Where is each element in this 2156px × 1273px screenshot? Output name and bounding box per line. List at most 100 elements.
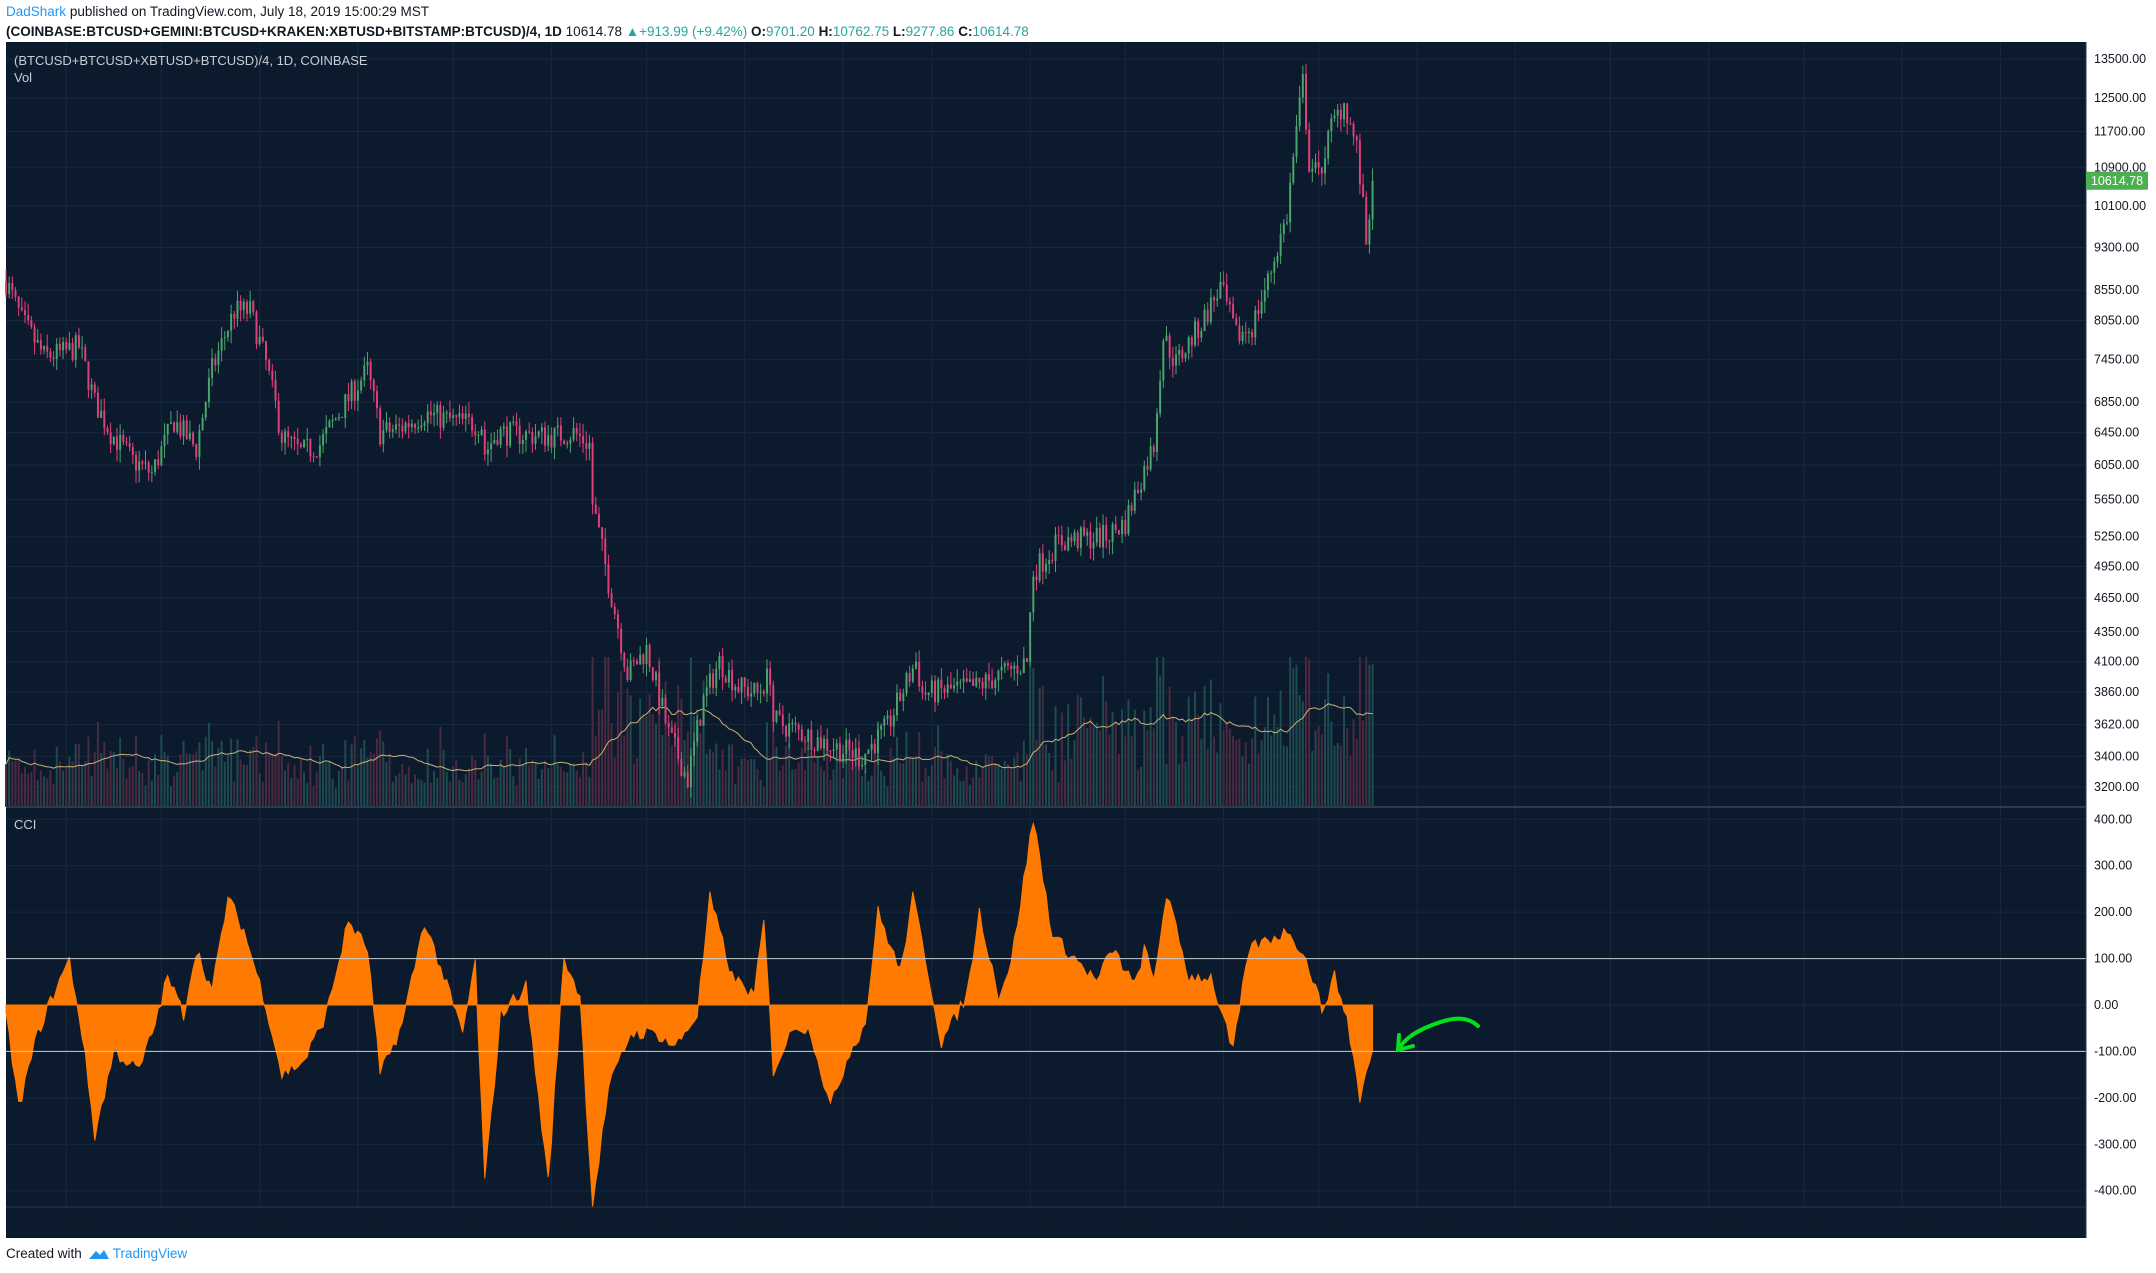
volume-bar: [1232, 735, 1235, 807]
candle-body: [1187, 337, 1190, 354]
time-tick-label: Oct: [1617, 1217, 1637, 1231]
candle-body: [169, 422, 172, 424]
chart-canvas[interactable]: 13500.00 12500.00 11700.00 10900.00 10100.00…: [0, 0, 2156, 1240]
volume-bar: [788, 743, 791, 807]
candle-body: [588, 442, 591, 449]
candle-body: [1067, 537, 1070, 551]
candle-body: [195, 444, 198, 457]
candle-body: [921, 686, 924, 693]
volume-bar: [743, 758, 746, 807]
candle-body: [433, 412, 436, 416]
volume-bar: [1143, 710, 1146, 807]
tradingview-link[interactable]: TradingView: [88, 1246, 187, 1261]
candle-body: [404, 423, 407, 432]
candle-body: [1057, 534, 1060, 536]
volume-bar: [623, 735, 626, 807]
volume-bar: [870, 775, 873, 807]
volume-bar: [819, 766, 822, 807]
candle-body: [1165, 335, 1168, 341]
volume-bar: [1152, 728, 1155, 807]
volume-bar: [1219, 703, 1222, 807]
volume-bar: [886, 786, 889, 807]
volume-bar: [842, 778, 845, 807]
volume-bar: [1270, 735, 1273, 807]
volume-bar: [1298, 694, 1301, 807]
volume-bar: [55, 746, 58, 807]
time-axis[interactable]: Jun Jul Aug Sep Oct Nov Dec 2019 Feb Mar Apr May Jun…: [72, 1217, 2027, 1231]
volume-bar: [1209, 679, 1212, 807]
volume-bar: [404, 774, 407, 807]
candle-body: [1330, 118, 1333, 132]
candle-body: [645, 645, 648, 665]
volume-bar: [77, 743, 80, 807]
candle-body: [854, 748, 857, 758]
candle-body: [781, 714, 784, 727]
volume-bar: [1045, 744, 1047, 807]
volume-bar: [141, 773, 144, 807]
candle-body: [949, 684, 952, 689]
candle-body: [1368, 219, 1371, 245]
volume-bar: [861, 776, 864, 807]
volume-bar: [30, 771, 33, 807]
candle-body: [1038, 553, 1041, 581]
volume-bar: [464, 774, 467, 807]
volume-series: [5, 657, 1374, 807]
volume-bar: [1343, 696, 1346, 807]
volume-bar: [1000, 768, 1003, 807]
volume-bar: [496, 777, 499, 807]
volume-bar: [746, 760, 749, 807]
volume-bar: [851, 757, 854, 807]
cci-axis[interactable]: 400.00 300.00 200.00 100.00 0.00 -100.00 -200.…: [2094, 812, 2136, 1197]
volume-bar: [87, 736, 90, 807]
volume-bar: [721, 749, 724, 807]
volume-bar: [1108, 734, 1111, 807]
candle-body: [1324, 158, 1327, 174]
volume-bar: [128, 767, 131, 807]
candle-body: [667, 722, 670, 728]
price-change: +913.99 (+9.42%): [639, 24, 748, 39]
volume-bar: [1079, 697, 1082, 807]
author-link[interactable]: DadShark: [6, 4, 67, 19]
candle-body: [471, 416, 474, 432]
volume-bar: [467, 768, 470, 807]
volume-bar: [20, 773, 23, 807]
candle-body: [369, 361, 372, 381]
candle-body: [930, 680, 933, 693]
candle-body: [740, 677, 743, 693]
volume-bar: [1336, 742, 1339, 807]
candle-body: [505, 426, 508, 446]
volume-bar: [442, 750, 445, 807]
close-label: C:: [958, 24, 973, 39]
candle-body: [287, 431, 290, 438]
candle-body: [1235, 317, 1238, 326]
candle-body: [71, 342, 74, 360]
candle-body: [791, 722, 794, 724]
volume-bar: [1168, 686, 1171, 807]
volume-bar: [115, 768, 118, 807]
volume-bar: [334, 788, 337, 807]
candle-body: [1064, 545, 1067, 551]
volume-bar: [182, 740, 185, 807]
volume-bar: [486, 755, 489, 807]
candle-body: [1045, 564, 1047, 572]
candle-body: [1333, 115, 1336, 119]
time-tick-label: Oct: [459, 1217, 479, 1231]
candle-body: [284, 431, 287, 443]
volume-bar: [753, 759, 756, 807]
candle-body: [997, 670, 1000, 681]
volume-bar: [540, 769, 543, 807]
price-axis[interactable]: 13500.00 12500.00 11700.00 10900.00 10100.00…: [2094, 52, 2146, 794]
volume-bar: [290, 777, 293, 807]
volume-bar: [226, 755, 229, 807]
volume-bar: [318, 756, 321, 807]
volume-bar: [1171, 716, 1174, 807]
candle-body: [448, 412, 451, 419]
volume-bar: [921, 781, 924, 807]
candle-body: [499, 428, 502, 445]
candle-body: [1352, 123, 1355, 137]
candle-body: [899, 692, 902, 702]
volume-bar: [1333, 745, 1336, 807]
candle-body: [372, 380, 375, 392]
candle-series: [5, 63, 1374, 798]
volume-bar: [1285, 746, 1288, 807]
